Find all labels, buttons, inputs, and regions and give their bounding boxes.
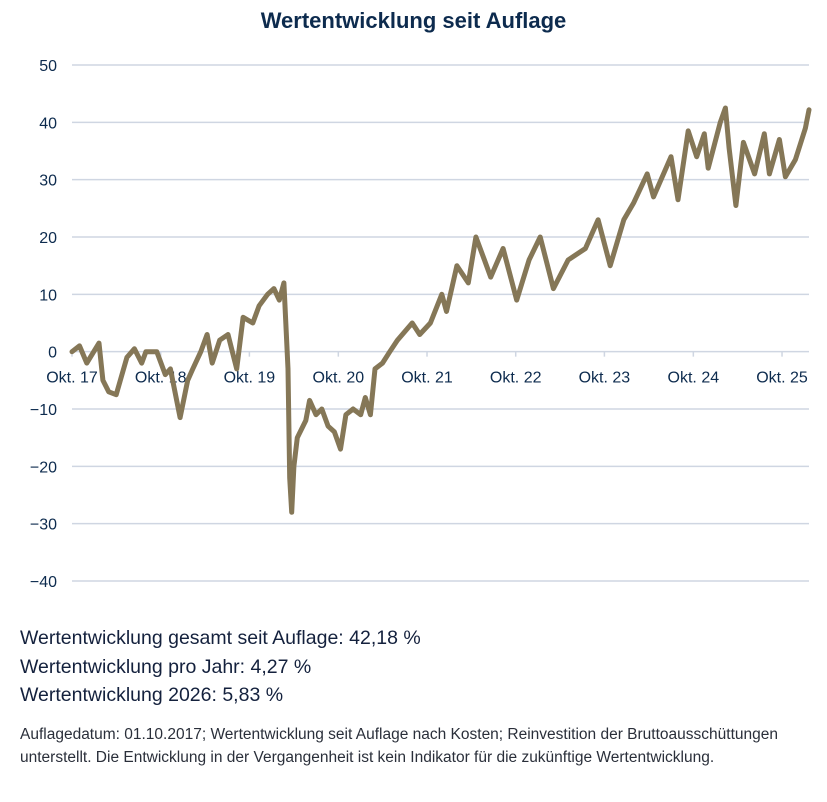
x-tick-label: Okt. 22 [490,370,542,387]
performance-line [69,105,812,515]
x-tick-label: Okt. 23 [579,370,631,387]
disclaimer-note: Auflagedatum: 01.10.2017; Wertentwicklun… [20,726,778,766]
y-tick-label: 20 [39,230,57,247]
chart-title: Wertentwicklung seit Auflage [260,8,567,33]
x-tick-label: Okt. 17 [46,370,98,387]
y-tick-label: 40 [39,115,57,132]
stat-per-year: Wertentwicklung pro Jahr: 4,27 % [20,655,312,678]
series-layer [69,105,812,515]
y-tick-label: 30 [39,173,57,190]
gridlines [72,64,809,582]
performance-chart: 50 40 30 20 10 0 −10 −20 −30 −40 Okt. 17 Okt. 18 Ok… [30,58,812,591]
x-tick-label: Okt. 25 [756,370,808,387]
y-tick-label: −40 [30,574,57,591]
y-tick-label: 0 [48,345,57,362]
y-tick-label: −20 [30,459,57,476]
y-tick-label: −10 [30,402,57,419]
x-tick-label: Okt. 20 [313,370,365,387]
x-tick-label: Okt. 21 [401,370,453,387]
performance-stats: Wertentwicklung gesamt seit Auflage: 42,… [20,624,421,710]
y-tick-label: −30 [30,517,57,534]
x-tick-label: Okt. 24 [668,370,720,387]
y-tick-label: 10 [39,287,57,304]
stat-ytd: Wertentwicklung 2026: 5,83 % [20,684,284,706]
stat-total: Wertentwicklung gesamt seit Auflage: 42,… [20,627,421,649]
y-axis-labels: 50 40 30 20 10 0 −10 −20 −30 −40 [30,58,57,591]
y-tick-label: 50 [39,58,57,75]
x-tick-label: Okt. 19 [224,370,276,387]
x-tick-label: Okt. 18 [135,370,187,387]
